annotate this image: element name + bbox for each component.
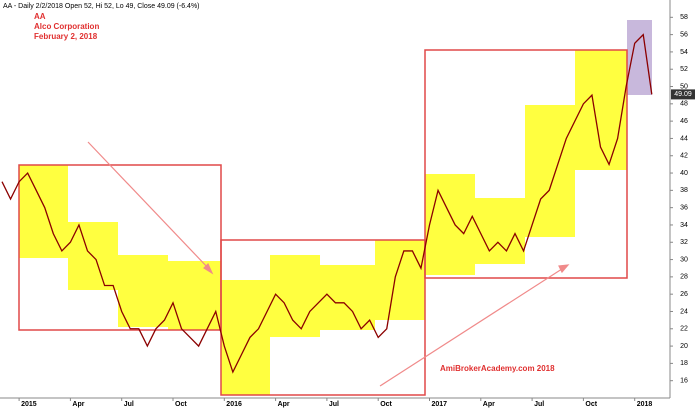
yellow-box [375,240,425,320]
yellow-box [320,265,375,330]
y-tick-label: 26 [680,291,688,298]
red-frame [220,239,426,396]
y-tick-label: 48 [680,101,688,108]
y-tick-label: 44 [680,135,688,142]
y-tick-label: 38 [680,187,688,194]
x-tick-label: Apr [72,401,84,408]
y-tick-label: 52 [680,66,688,73]
y-tick-label: 30 [680,256,688,263]
arrow [87,141,211,271]
y-tick-label: 58 [680,14,688,21]
y-tick-label: 32 [680,239,688,246]
red-frame [424,49,628,279]
yellow-box [168,261,221,330]
x-tick-label: Apr [483,401,495,408]
y-tick-label: 40 [680,170,688,177]
price-line [1,33,653,374]
y-tick-label: 16 [680,378,688,385]
x-tick-label: Apr [278,401,290,408]
arrow [379,266,566,387]
arrow-head [203,262,214,275]
x-tick-label: 2018 [637,401,653,408]
annotation: AA [34,12,46,21]
x-tick-label: 2015 [21,401,37,408]
y-tick-label: 50 [680,83,688,90]
y-tick-label: 56 [680,31,688,38]
x-tick-label: 2016 [226,401,242,408]
x-tick-label: Oct [380,401,392,408]
yellow-box [221,280,270,395]
highlight-boxes [19,20,652,395]
x-tick-label: Jul [124,401,134,408]
period-frames [18,49,628,396]
yellow-box [19,165,68,258]
last-price-label: 49.09 [674,91,692,98]
yellow-box [118,255,168,327]
y-tick-label: 28 [680,274,688,281]
y-tick-label: 22 [680,326,688,333]
x-tick-label: Oct [175,401,187,408]
purple-box [627,20,652,95]
annotation: Alco Corporation [34,22,99,31]
x-tick-label: 2017 [432,401,448,408]
trend-arrows [87,141,570,387]
yellow-box [525,105,575,237]
x-tick-label: Jul [534,401,544,408]
x-tick-label: Jul [329,401,339,408]
y-tick-label: 46 [680,118,688,125]
yellow-box [475,198,525,264]
last-price-tag [671,89,695,100]
y-tick-label: 36 [680,204,688,211]
y-tick-label: 34 [680,222,688,229]
y-tick-label: 42 [680,153,688,160]
yellow-box [575,50,627,170]
y-tick-label: 24 [680,308,688,315]
x-tick-label: Oct [585,401,597,408]
yellow-box [425,174,475,275]
y-tick-label: 18 [680,360,688,367]
y-tick-label: 20 [680,343,688,350]
y-tick-label: 54 [680,49,688,56]
arrow-head [558,264,570,274]
annotation: AmiBrokerAcademy.com 2018 [440,364,555,373]
annotation: February 2, 2018 [34,32,98,41]
chart-title: AA - Daily 2/2/2018 Open 52, Hi 52, Lo 4… [3,3,200,10]
